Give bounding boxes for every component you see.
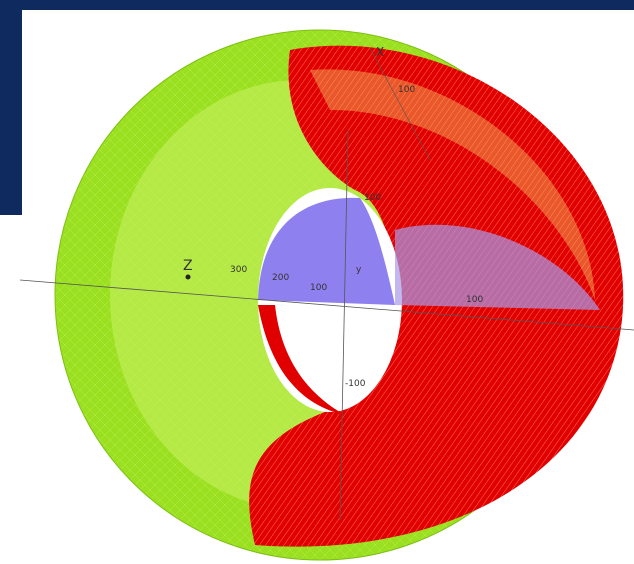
axis-label: Z bbox=[183, 258, 193, 274]
axis-label: X bbox=[376, 45, 384, 59]
render-view: Z X y 300 200 100 100 100 100 -100 bbox=[0, 0, 634, 564]
side-bar bbox=[0, 0, 22, 215]
tick-label: 100 bbox=[364, 193, 381, 203]
header-bar bbox=[0, 0, 634, 10]
axis-label: y bbox=[356, 265, 362, 275]
tick-label: 200 bbox=[272, 273, 289, 283]
axis-marker bbox=[186, 275, 191, 280]
tick-label: 100 bbox=[310, 283, 327, 293]
tick-label: 100 bbox=[466, 295, 483, 305]
tick-label: 100 bbox=[398, 85, 415, 95]
tick-label: -100 bbox=[345, 379, 366, 389]
tick-label: 300 bbox=[230, 265, 247, 275]
